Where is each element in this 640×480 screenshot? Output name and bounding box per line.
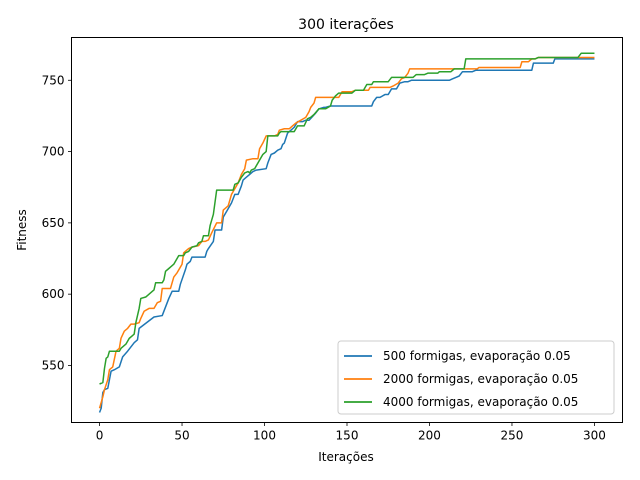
chart-title: 300 iterações (298, 17, 394, 33)
legend-box (337, 340, 615, 415)
x-axis-label: Iterações (318, 450, 374, 464)
y-tick-label: 550 (42, 358, 65, 372)
x-tick-label: 0 (96, 429, 104, 443)
y-axis-ticks: 550 600 650 700 750 (42, 73, 72, 372)
plot-frame (71, 37, 623, 423)
series-line-500 (98, 58, 595, 413)
y-axis-label: Fitness (15, 209, 29, 251)
x-tick-label: 150 (336, 429, 359, 443)
legend-label-500: 500 formigas, evaporação 0.05 (383, 349, 571, 363)
series-line-2000 (98, 56, 595, 409)
legend-label-2000: 2000 formigas, evaporação 0.05 (383, 372, 578, 386)
plot-lines (98, 52, 595, 413)
legend: 500 formigas, evaporação 0.05 2000 formi… (337, 340, 615, 415)
series-line-4000 (99, 52, 595, 385)
y-tick-label: 700 (42, 145, 65, 159)
x-tick-label: 200 (418, 429, 441, 443)
x-tick-label: 300 (583, 429, 606, 443)
x-tick-label: 100 (253, 429, 276, 443)
x-tick-label: 250 (501, 429, 524, 443)
x-axis-ticks: 0 50 100 150 200 250 300 (96, 422, 606, 443)
y-tick-label: 650 (42, 216, 65, 230)
x-tick-label: 50 (174, 429, 189, 443)
legend-label-4000: 4000 formigas, evaporação 0.05 (383, 395, 578, 409)
y-tick-label: 600 (42, 287, 65, 301)
y-tick-label: 750 (42, 73, 65, 87)
